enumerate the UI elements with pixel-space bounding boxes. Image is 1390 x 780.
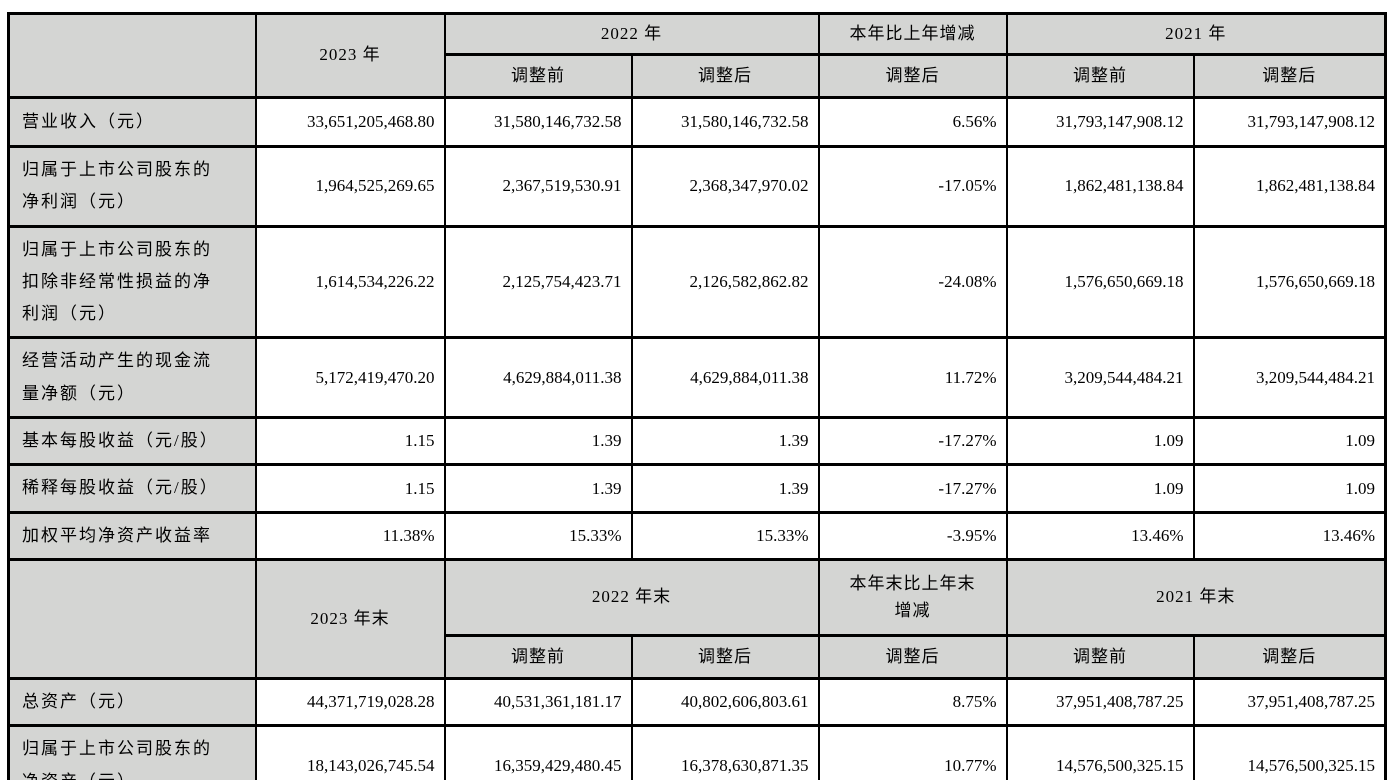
cell-change: -17.27% (817, 463, 1008, 514)
row-label: 经营活动产生的现金流量净额（元） (7, 336, 257, 420)
cell-2021-after: 31,793,147,908.12 (1192, 96, 1387, 148)
row-label: 稀释每股收益（元/股） (7, 463, 257, 514)
table-row-net-profit: 归属于上市公司股东的净利润（元） 1,964,525,269.65 2,367,… (7, 145, 1387, 228)
header-2021-end: 2021 年末 (1005, 557, 1387, 637)
financial-summary-table: 2023 年 2022 年 本年比上年增减 2021 年 调整前 调整后 调整后… (7, 12, 1387, 780)
cell-2022-end-before: 40,531,361,181.17 (443, 676, 633, 728)
cell-change: 8.75% (817, 676, 1008, 728)
header-2021-end-adj-after: 调整后 (1192, 633, 1387, 680)
cell-2021-end-after: 14,576,500,325.15 (1192, 724, 1387, 780)
header-change-year-end: 本年末比上年末增减 (817, 557, 1008, 637)
cell-2021-before: 3,209,544,484.21 (1005, 336, 1195, 420)
row-label: 基本每股收益（元/股） (7, 416, 257, 467)
cell-change: -17.27% (817, 416, 1008, 467)
header-2022-adj-after: 调整后 (630, 53, 820, 99)
cell-2022-after: 2,126,582,862.82 (630, 224, 820, 340)
row-label: 加权平均净资产收益率 (7, 510, 257, 561)
cell-2023: 1.15 (254, 416, 446, 467)
cell-2023: 1.15 (254, 463, 446, 514)
table-row-diluted-eps: 稀释每股收益（元/股） 1.15 1.39 1.39 -17.27% 1.09 … (7, 463, 1387, 514)
header-2023: 2023 年 (254, 12, 446, 99)
table-row-revenue: 营业收入（元） 33,651,205,468.80 31,580,146,732… (7, 96, 1387, 148)
corner-cell-1 (7, 12, 257, 99)
cell-2021-before: 1.09 (1005, 463, 1195, 514)
row-label: 归属于上市公司股东的净资产（元） (7, 724, 257, 780)
header-row-years-2: 2023 年末 2022 年末 本年末比上年末增减 2021 年末 (7, 557, 1387, 680)
cell-2022-after: 15.33% (630, 510, 820, 561)
header-2022-adj-before: 调整前 (443, 53, 633, 99)
cell-2023-end: 18,143,026,745.54 (254, 724, 446, 780)
table-row-net-profit-deducted: 归属于上市公司股东的扣除非经常性损益的净利润（元） 1,614,534,226.… (7, 224, 1387, 340)
header-2021-adj-after: 调整后 (1192, 53, 1387, 99)
header-2021: 2021 年 (1005, 12, 1387, 56)
cell-2023: 5,172,419,470.20 (254, 336, 446, 420)
cell-2021-before: 31,793,147,908.12 (1005, 96, 1195, 148)
cell-2021-end-before: 37,951,408,787.25 (1005, 676, 1195, 728)
table-row-basic-eps: 基本每股收益（元/股） 1.15 1.39 1.39 -17.27% 1.09 … (7, 416, 1387, 467)
row-label: 归属于上市公司股东的扣除非经常性损益的净利润（元） (7, 224, 257, 340)
cell-2022-after: 1.39 (630, 463, 820, 514)
cell-2023: 1,614,534,226.22 (254, 224, 446, 340)
cell-2022-before: 1.39 (443, 416, 633, 467)
cell-2022-end-after: 16,378,630,871.35 (630, 724, 820, 780)
corner-cell-2 (7, 557, 257, 680)
header-2023-end: 2023 年末 (254, 557, 446, 680)
cell-2021-after: 3,209,544,484.21 (1192, 336, 1387, 420)
header-2021-adj-before: 调整前 (1005, 53, 1195, 99)
cell-2021-after: 13.46% (1192, 510, 1387, 561)
cell-2022-before: 2,125,754,423.71 (443, 224, 633, 340)
header-2022: 2022 年 (443, 12, 820, 56)
cell-2023-end: 44,371,719,028.28 (254, 676, 446, 728)
cell-2022-after: 2,368,347,970.02 (630, 145, 820, 228)
cell-2021-before: 13.46% (1005, 510, 1195, 561)
cell-2022-before: 2,367,519,530.91 (443, 145, 633, 228)
cell-2022-end-after: 40,802,606,803.61 (630, 676, 820, 728)
cell-2021-after: 1.09 (1192, 463, 1387, 514)
table-row-operating-cash-flow: 经营活动产生的现金流量净额（元） 5,172,419,470.20 4,629,… (7, 336, 1387, 420)
cell-2021-after: 1,576,650,669.18 (1192, 224, 1387, 340)
cell-2021-after: 1.09 (1192, 416, 1387, 467)
cell-2021-after: 1,862,481,138.84 (1192, 145, 1387, 228)
cell-2021-end-after: 37,951,408,787.25 (1192, 676, 1387, 728)
header-2022-end-adj-after: 调整后 (630, 633, 820, 680)
cell-2021-before: 1.09 (1005, 416, 1195, 467)
cell-2021-end-before: 14,576,500,325.15 (1005, 724, 1195, 780)
cell-change: -17.05% (817, 145, 1008, 228)
header-change-adj-after: 调整后 (817, 53, 1008, 99)
header-2021-end-adj-before: 调整前 (1005, 633, 1195, 680)
header-change-end-adj-after: 调整后 (817, 633, 1008, 680)
cell-2022-after: 4,629,884,011.38 (630, 336, 820, 420)
cell-2021-before: 1,862,481,138.84 (1005, 145, 1195, 228)
cell-2023: 11.38% (254, 510, 446, 561)
cell-2022-after: 31,580,146,732.58 (630, 96, 820, 148)
table-row-weighted-avg-roe: 加权平均净资产收益率 11.38% 15.33% 15.33% -3.95% 1… (7, 510, 1387, 561)
header-row-adjust-1: 调整前 调整后 调整后 调整前 调整后 (9, 53, 1387, 99)
header-row-adjust-2: 调整前 调整后 调整后 调整前 调整后 (9, 633, 1387, 680)
header-change-year-end-text: 本年末比上年末增减 (849, 574, 976, 621)
cell-change: -3.95% (817, 510, 1008, 561)
cell-2022-before: 1.39 (443, 463, 633, 514)
header-change-yoy: 本年比上年增减 (817, 12, 1008, 56)
header-2022-end-adj-before: 调整前 (443, 633, 633, 680)
cell-2022-before: 31,580,146,732.58 (443, 96, 633, 148)
cell-change: 10.77% (817, 724, 1008, 780)
cell-2022-end-before: 16,359,429,480.45 (443, 724, 633, 780)
cell-2022-before: 4,629,884,011.38 (443, 336, 633, 420)
table-row-net-assets: 归属于上市公司股东的净资产（元） 18,143,026,745.54 16,35… (7, 724, 1387, 780)
cell-2023: 33,651,205,468.80 (254, 96, 446, 148)
cell-change: -24.08% (817, 224, 1008, 340)
row-label: 归属于上市公司股东的净利润（元） (7, 145, 257, 228)
cell-change: 11.72% (817, 336, 1008, 420)
header-2022-end: 2022 年末 (443, 557, 820, 637)
row-label: 营业收入（元） (7, 96, 257, 148)
cell-2021-before: 1,576,650,669.18 (1005, 224, 1195, 340)
row-label: 总资产（元） (7, 676, 257, 728)
cell-2022-after: 1.39 (630, 416, 820, 467)
cell-2022-before: 15.33% (443, 510, 633, 561)
table-row-total-assets: 总资产（元） 44,371,719,028.28 40,531,361,181.… (7, 676, 1387, 728)
header-row-years-1: 2023 年 2022 年 本年比上年增减 2021 年 (7, 12, 1387, 99)
cell-change: 6.56% (817, 96, 1008, 148)
cell-2023: 1,964,525,269.65 (254, 145, 446, 228)
